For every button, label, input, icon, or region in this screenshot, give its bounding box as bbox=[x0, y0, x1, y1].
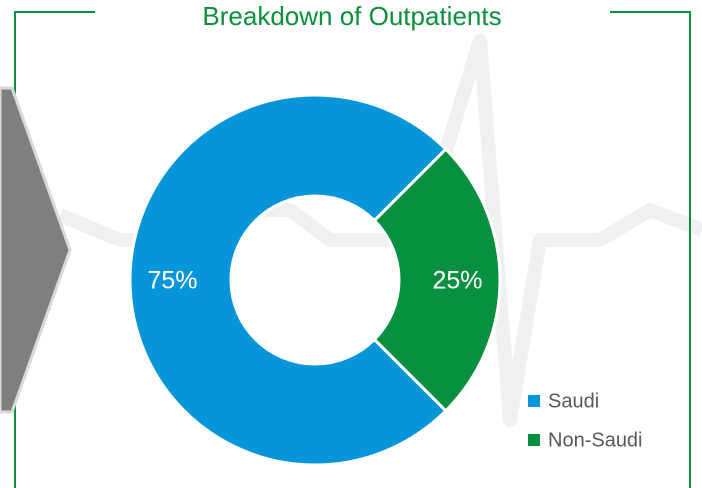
frame-right bbox=[610, 11, 691, 488]
chevron bbox=[0, 86, 72, 414]
chart-title: Breakdown of Outpatients bbox=[202, 1, 501, 31]
data-label: 75% bbox=[147, 267, 197, 295]
legend-swatch bbox=[528, 434, 540, 446]
data-label: 25% bbox=[432, 267, 482, 295]
legend-label: Non-Saudi bbox=[548, 429, 643, 451]
donut-slice bbox=[128, 93, 448, 467]
legend-swatch bbox=[528, 395, 540, 407]
legend-label: Saudi bbox=[548, 390, 599, 412]
donut-slice bbox=[372, 147, 502, 413]
